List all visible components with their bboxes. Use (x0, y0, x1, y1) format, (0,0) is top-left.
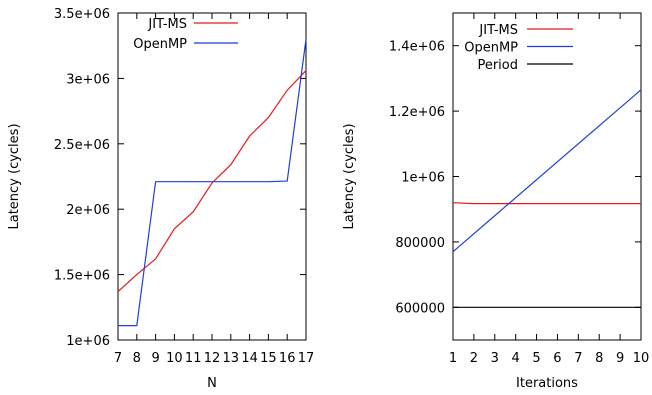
y-tick-label: 1e+06 (66, 334, 110, 349)
x-tick-label: 15 (260, 351, 277, 366)
plot-frame (117, 12, 307, 341)
x-tick-label: 1 (449, 351, 457, 366)
y-tick-label: 1e+06 (401, 171, 445, 186)
x-tick-label: 5 (532, 351, 540, 366)
x-tick-label: 6 (553, 351, 561, 366)
x-tick-label: 7 (114, 351, 122, 366)
y-tick-label: 600000 (395, 301, 445, 316)
x-tick-label: 9 (616, 351, 624, 366)
series-line-jit-ms (452, 202, 641, 205)
legend: JIT-MS OpenMP Period (464, 23, 573, 73)
y-tick-label: 2.5e+06 (54, 138, 110, 153)
x-tick-label: 12 (204, 351, 221, 366)
x-tick-label: 17 (298, 351, 315, 366)
y-tick-label: 1.5e+06 (54, 269, 110, 284)
x-tick-label: 2 (470, 351, 478, 366)
series-line-openmp (452, 89, 642, 253)
chart-panel-1: 7 8 9 10 11 12 13 14 15 16 17 1e+06 1.5e+06 2e+06 2.5e… (7, 7, 314, 391)
x-tick-label: 4 (512, 351, 520, 366)
x-axis-label: Iterations (516, 376, 578, 391)
y-tick-label: 3.5e+06 (54, 7, 110, 22)
series-line-jit-ms (117, 70, 307, 293)
x-tick-label: 13 (223, 351, 240, 366)
x-tick-label: 14 (241, 351, 258, 366)
legend: JIT-MS OpenMP (133, 17, 238, 52)
x-tick-label: 10 (633, 351, 650, 366)
x-tick-label: 10 (166, 351, 183, 366)
legend-label: Period (477, 58, 518, 73)
chart-panel-2: 1 2 3 4 5 6 7 8 9 10 600000 800000 1e+06 1.2e+06 1.4e+… (342, 12, 650, 391)
series-line-openmp (118, 39, 307, 327)
x-tick-label: 8 (133, 351, 141, 366)
x-tick-label: 3 (491, 351, 499, 366)
x-tick-label: 8 (595, 351, 603, 366)
y-tick-label: 1.2e+06 (389, 105, 445, 120)
y-axis-label: Latency (cycles) (342, 123, 357, 229)
legend-label: JIT-MS (478, 23, 518, 38)
legend-label: JIT-MS (147, 17, 187, 32)
y-tick-label: 2e+06 (66, 203, 110, 218)
x-tick-label: 16 (279, 351, 296, 366)
y-tick-label: 800000 (395, 236, 445, 251)
x-tick-label: 9 (151, 351, 159, 366)
x-tick-label: 11 (185, 351, 202, 366)
y-tick-label: 3e+06 (66, 72, 110, 87)
y-axis-label: Latency (cycles) (7, 123, 22, 229)
legend-label: OpenMP (464, 41, 518, 56)
x-axis-label: N (207, 376, 217, 391)
legend-label: OpenMP (133, 37, 187, 52)
y-tick-label: 1.4e+06 (389, 40, 445, 55)
x-tick-label: 7 (574, 351, 582, 366)
